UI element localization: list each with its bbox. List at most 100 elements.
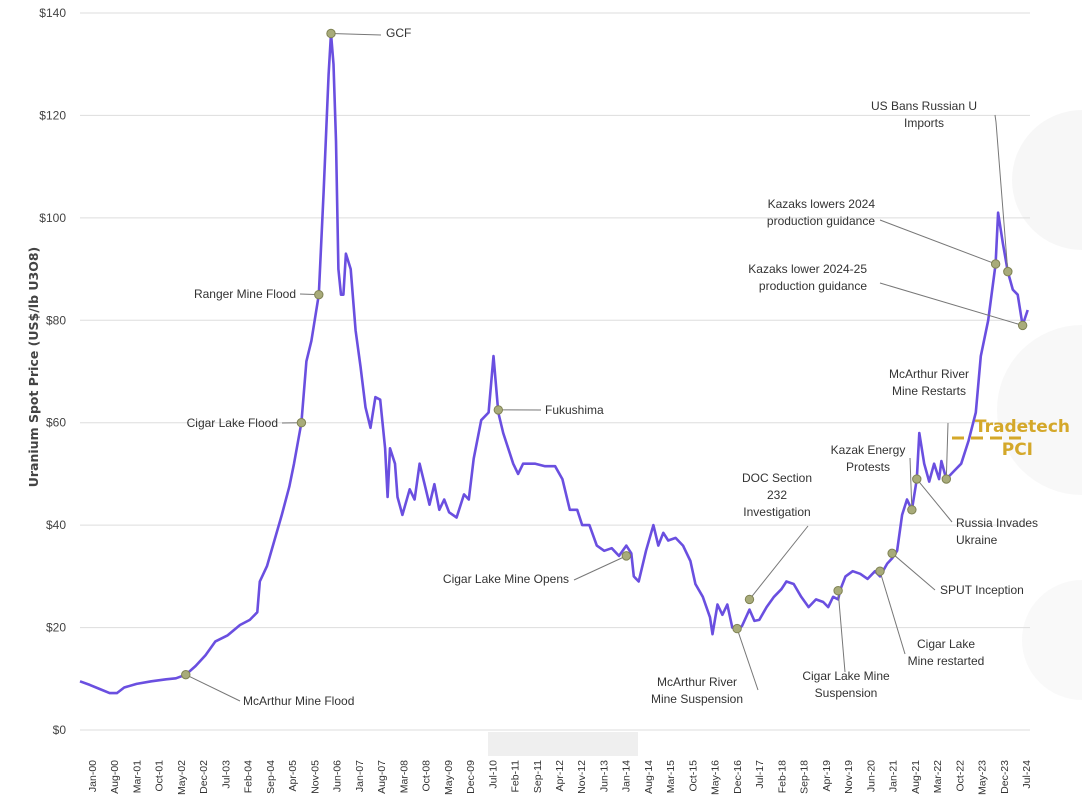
- event-marker: [833, 585, 843, 596]
- annotation-label: Cigar Lake Flood: [187, 416, 278, 430]
- x-tick-label: Apr-19: [821, 760, 833, 792]
- event-marker: [875, 566, 885, 576]
- annotation-label: Mine restarted: [908, 654, 985, 668]
- x-tick-label: Oct-01: [154, 760, 166, 792]
- x-tick-label: Jan-07: [354, 760, 366, 792]
- x-tick-label: Mar-22: [932, 760, 944, 793]
- x-tick-label: Aug-14: [643, 760, 655, 794]
- annotation-label: McArthur River: [889, 367, 969, 381]
- x-tick-label: Mar-15: [665, 760, 677, 793]
- event-marker: [326, 28, 336, 39]
- x-tick-label: Aug-00: [109, 760, 121, 794]
- annotation-label: Imports: [904, 116, 944, 130]
- x-tick-label: Mar-01: [131, 760, 143, 793]
- x-tick-label: May-16: [710, 760, 722, 795]
- x-axis-ticks: Jan-00 Aug-00 Mar-01 Oct-01 May-02 Dec-02 Jul-…: [87, 760, 1033, 795]
- annotation-label: production guidance: [767, 214, 875, 228]
- gridlines: [80, 12, 1030, 731]
- annotation-label: GCF: [386, 26, 411, 40]
- annotation-label: Cigar Lake Mine Opens: [443, 572, 569, 586]
- x-tick-label: Jan-00: [87, 760, 99, 792]
- annotation-label: Ukraine: [956, 533, 998, 547]
- annotation-leaders: [185, 32, 1023, 702]
- x-tick-label: Sep-11: [532, 760, 544, 793]
- annotation-label: Mine Restarts: [892, 384, 966, 398]
- event-marker: [621, 551, 632, 561]
- annotation-leader-line: [837, 590, 846, 673]
- event-marker: [493, 405, 504, 415]
- event-marker: [296, 418, 307, 428]
- annotation-leader-line: [879, 571, 906, 655]
- x-tick-label: Apr-12: [554, 760, 566, 792]
- x-tick-label: Oct-08: [421, 760, 433, 792]
- annotation-label: Investigation: [743, 505, 810, 519]
- annotation-label: Kazaks lowers 2024: [768, 197, 876, 211]
- x-tick-label: Feb-11: [510, 760, 522, 793]
- annotation-markers: [181, 28, 1028, 680]
- y-tick-label: $140: [39, 6, 66, 20]
- x-tick-label: May-02: [176, 760, 188, 795]
- event-marker: [732, 623, 742, 634]
- x-tick-label: Feb-18: [776, 760, 788, 793]
- series-lines: [79, 32, 1029, 695]
- x-tick-label: Jun-13: [598, 760, 610, 792]
- event-marker: [1003, 266, 1013, 277]
- annotation-leader-line: [916, 478, 953, 523]
- x-tick-label: Aug-21: [910, 760, 922, 794]
- annotation-leader-line: [879, 219, 996, 265]
- annotation-leader-line: [330, 32, 382, 36]
- event-marker: [941, 474, 952, 484]
- annotation-label: Mine Suspension: [651, 692, 743, 706]
- annotation-label: Cigar Lake Mine: [802, 669, 890, 683]
- annotation-labels: GCF Ranger Mine Flood Cigar Lake Flood McAr…: [187, 26, 1038, 708]
- event-marker: [907, 505, 917, 515]
- y-axis-ticks: $0 $20 $40 $60 $80 $100 $120 $140: [39, 6, 66, 737]
- annotation-label: Russia Invades: [956, 516, 1038, 530]
- x-tick-label: Sep-18: [799, 760, 811, 794]
- event-marker: [887, 548, 897, 559]
- annotation-leader-line: [573, 555, 627, 581]
- x-tick-label: Dec-09: [465, 760, 477, 794]
- annotation-leader-line: [185, 674, 241, 702]
- annotation-leader-line: [736, 628, 759, 691]
- annotation-label: Cigar Lake: [917, 637, 975, 651]
- annotation-label: production guidance: [759, 279, 867, 293]
- annotation-label: DOC Section: [742, 471, 812, 485]
- annotation-label: Kazak Energy: [831, 443, 906, 457]
- event-marker: [181, 669, 191, 680]
- x-tick-label: Dec-23: [999, 760, 1011, 794]
- x-tick-label: Nov-12: [576, 760, 588, 794]
- y-axis-label: Uranium Spot Price (US$/lb U3O8): [26, 247, 41, 488]
- annotation-label: Fukushima: [545, 403, 604, 417]
- x-tick-label: Sep-04: [265, 760, 277, 794]
- annotation-label: Protests: [846, 460, 890, 474]
- x-tick-label: Jun-20: [865, 760, 877, 792]
- x-tick-label: Jun-06: [332, 760, 344, 792]
- y-tick-label: $120: [39, 108, 66, 122]
- annotation-label: McArthur Mine Flood: [243, 694, 354, 708]
- annotation-leader-line: [994, 114, 1009, 272]
- legend-label-pci: PCI: [1002, 440, 1033, 460]
- x-tick-label: Nov-05: [309, 760, 321, 794]
- event-marker: [912, 474, 922, 484]
- x-tick-label: Nov-19: [843, 760, 855, 794]
- y-tick-label: $20: [46, 621, 66, 635]
- x-tick-label: Dec-16: [732, 760, 744, 794]
- x-tick-label: Jul-17: [754, 760, 766, 789]
- event-marker: [314, 289, 324, 300]
- y-tick-label: $80: [46, 313, 66, 327]
- event-marker: [1017, 320, 1028, 331]
- annotation-leader-line: [945, 422, 949, 480]
- background-watermark: [997, 110, 1082, 700]
- y-tick-label: $60: [46, 416, 66, 430]
- x-tick-label: Jul-10: [487, 760, 499, 789]
- x-tick-label: Aug-07: [376, 760, 388, 794]
- x-tick-label: May-23: [977, 760, 989, 795]
- x-tick-label: Jul-03: [220, 760, 232, 789]
- x-tick-label: Jul-24: [1021, 760, 1033, 789]
- x-tick-label: Dec-02: [198, 760, 210, 794]
- legend: Tradetech PCI: [952, 417, 1070, 460]
- annotation-leader-line: [749, 525, 809, 600]
- annotation-label: Suspension: [815, 686, 878, 700]
